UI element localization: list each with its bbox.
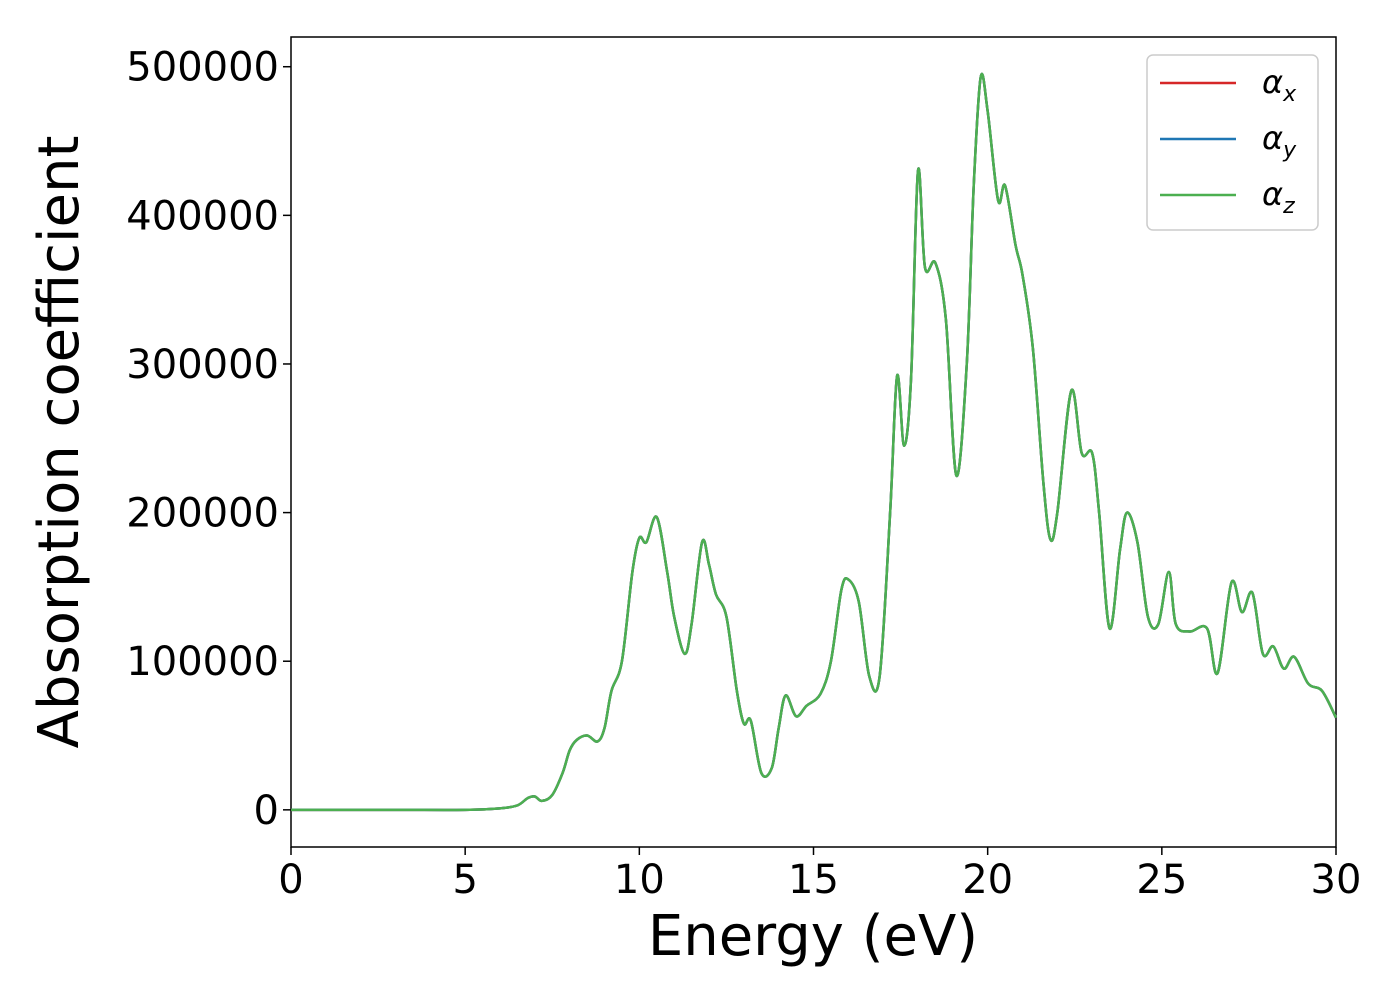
x-tick-label: 15: [788, 857, 839, 903]
series-layer: [291, 72, 1338, 812]
x-tick-label: 30: [1311, 857, 1362, 903]
x-axis-label: Energy (eV): [648, 904, 978, 969]
y-tick-label: 300000: [126, 342, 279, 388]
y-tick-label: 400000: [126, 193, 279, 239]
series-line-alpha-z: [291, 72, 1338, 812]
y-tick-label: 0: [254, 788, 279, 834]
x-tick-label: 0: [278, 857, 303, 903]
x-tick-label: 5: [452, 857, 477, 903]
y-tick-label: 100000: [126, 639, 279, 685]
x-tick-label: 10: [614, 857, 665, 903]
y-axis-label: Absorption coefficient: [27, 136, 92, 749]
x-axis-ticks: 0 5 10 15 20 25 30: [278, 847, 1361, 903]
x-tick-label: 25: [1136, 857, 1187, 903]
y-tick-label: 200000: [126, 491, 279, 537]
x-tick-label: 20: [962, 857, 1013, 903]
y-tick-label: 500000: [126, 45, 279, 91]
legend-box: [1146, 54, 1319, 231]
y-axis-ticks: 0 100000 200000 300000 400000 500000: [126, 45, 291, 834]
